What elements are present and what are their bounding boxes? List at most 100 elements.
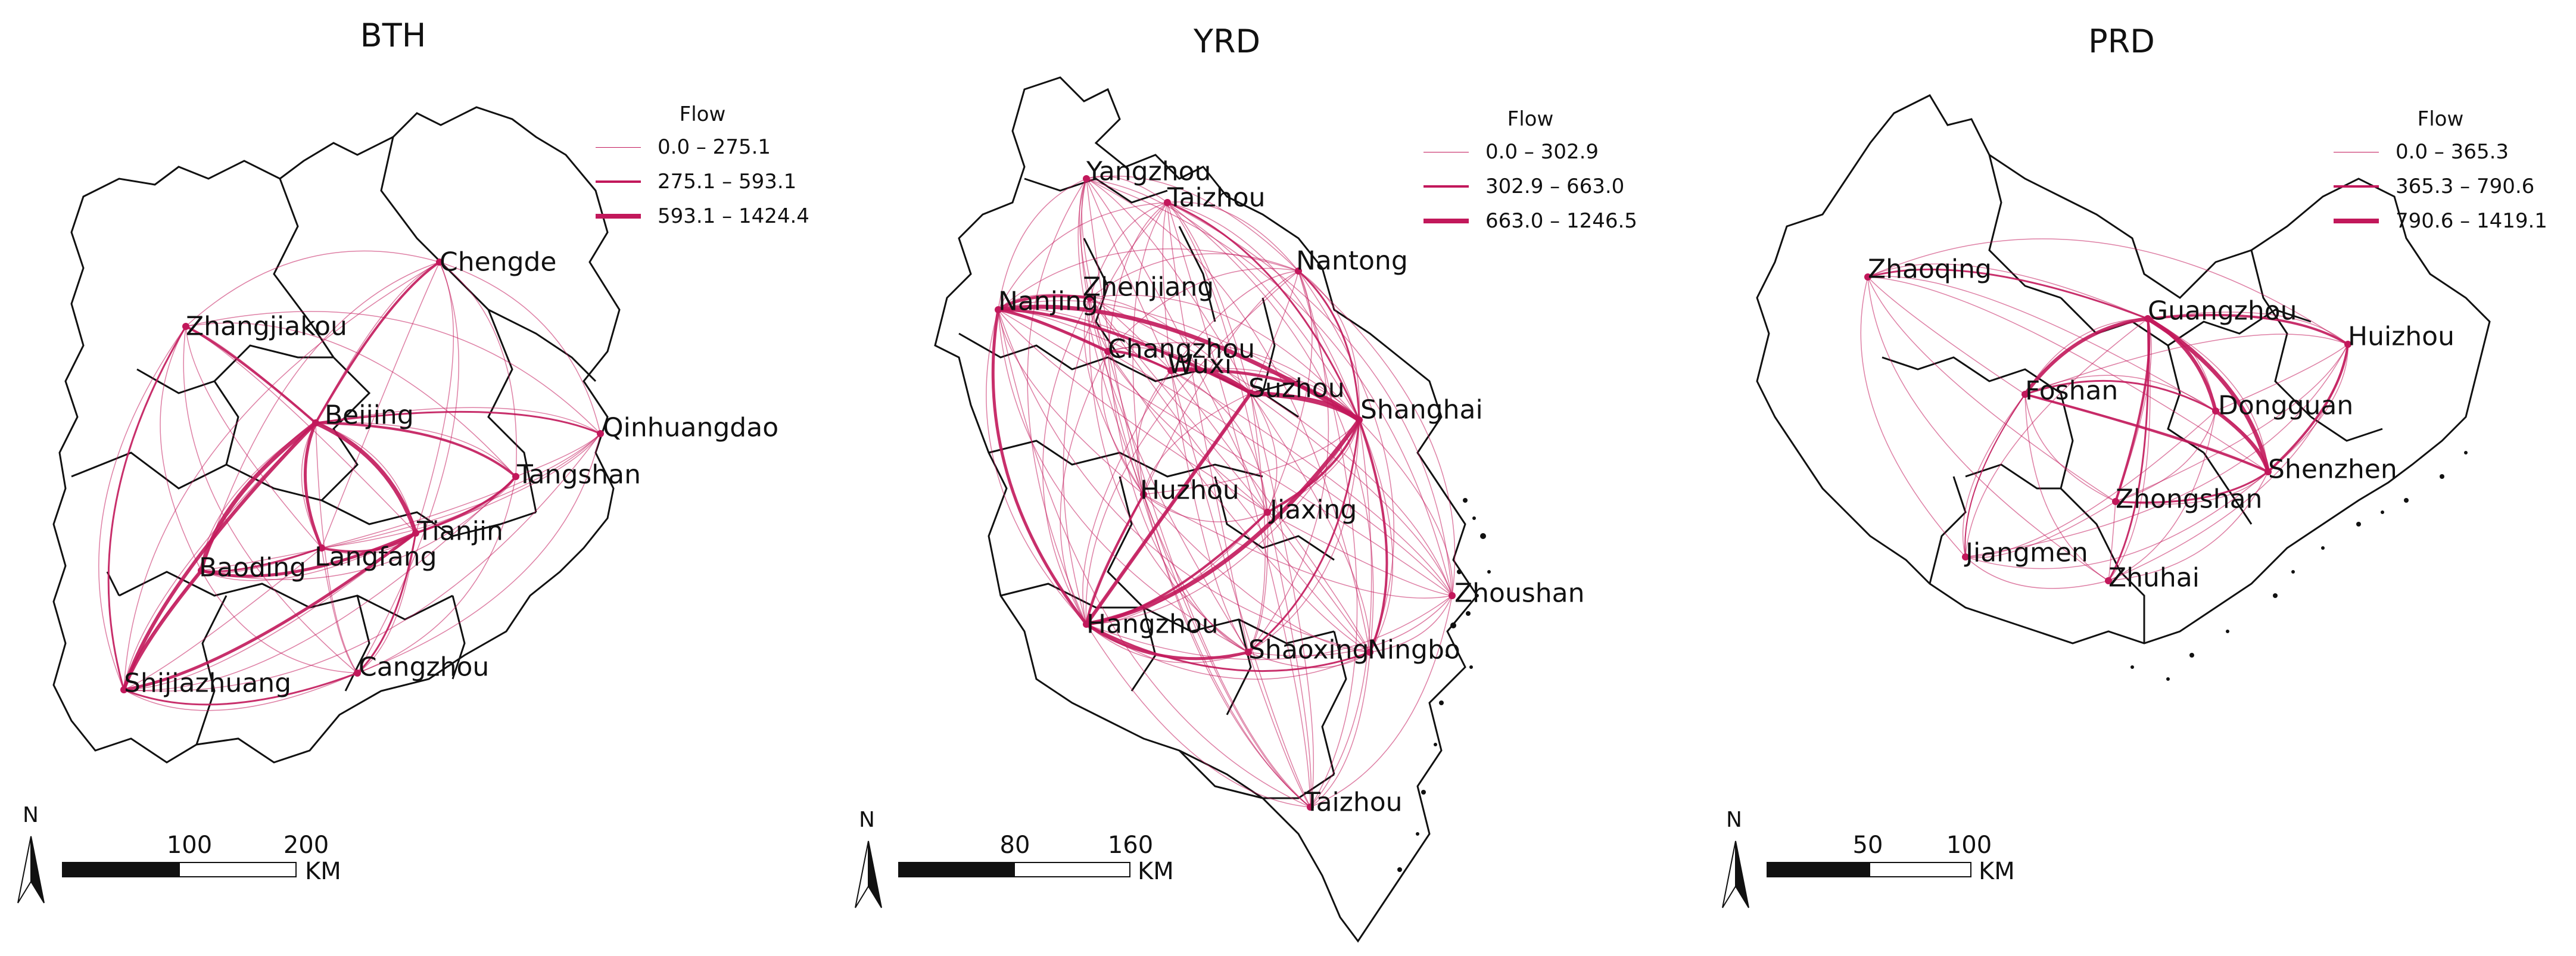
flow-line xyxy=(2115,410,2216,502)
flow-line xyxy=(1867,276,2109,581)
flow-line xyxy=(1167,202,1268,513)
city-node xyxy=(354,669,361,677)
scale-label: 80 xyxy=(999,832,1030,859)
city-node xyxy=(318,544,325,552)
flow-line xyxy=(1267,270,1313,513)
flow-line xyxy=(1080,178,1249,653)
flow-line xyxy=(1310,652,1370,808)
city-node xyxy=(1962,553,1969,560)
flow-line xyxy=(1077,178,1144,495)
flow-lines xyxy=(98,250,601,711)
scale-label: 100 xyxy=(166,832,213,859)
city-label-zhongshan: Zhongshan xyxy=(2116,484,2263,515)
flow-line-major xyxy=(123,672,358,706)
panel-prd: PRD Zhaoqing Guangzhou Huizhou Foshan xyxy=(1692,0,2576,956)
city-label-beijing: Beijing xyxy=(325,400,414,431)
flow-line-major xyxy=(304,422,323,549)
flow-line xyxy=(1086,595,1453,661)
city-node xyxy=(1247,390,1254,397)
city-node xyxy=(1167,367,1175,374)
flow-line xyxy=(185,250,440,327)
legend-label: 275.1 – 593.1 xyxy=(658,170,797,194)
flow-line xyxy=(1107,351,1311,808)
flow-line-major xyxy=(1248,419,1360,653)
scale-label: 200 xyxy=(283,832,329,859)
flow-line-major xyxy=(1085,494,1145,625)
city-node xyxy=(597,430,604,437)
flow-line xyxy=(1860,276,1966,558)
scale-bar-graphic xyxy=(898,862,1130,877)
legend-label: 790.6 – 1419.1 xyxy=(2396,209,2547,233)
flow-line xyxy=(2108,410,2216,581)
flow-line xyxy=(1081,178,1108,352)
city-label-cangzhou: Cangzhou xyxy=(359,652,490,683)
flow-line xyxy=(123,476,516,691)
flow-line xyxy=(1167,202,1311,808)
flow-line xyxy=(1248,512,1269,653)
flow-line xyxy=(1082,370,1172,625)
flow-line xyxy=(1250,393,1278,513)
flow-line-major xyxy=(1085,392,1253,625)
flow-line-major xyxy=(315,410,601,435)
flow-line xyxy=(998,178,1087,310)
flow-line-major xyxy=(1267,419,1360,513)
flow-line-major xyxy=(314,421,418,534)
flow-line xyxy=(1086,178,1172,371)
city-node xyxy=(1083,175,1090,182)
flow-line-major xyxy=(2024,379,2216,412)
city-node xyxy=(995,306,1002,313)
legend-item: 365.3 – 790.6 xyxy=(2334,169,2547,204)
flow-line-major xyxy=(1964,394,2026,558)
flow-line xyxy=(315,422,358,674)
flow-legend: Flow 0.0 – 275.1 275.1 – 593.1 593.1 – 1… xyxy=(596,102,809,233)
city-label-huizhou: Huizhou xyxy=(2348,321,2454,352)
city-nodes xyxy=(995,175,1456,811)
flow-line xyxy=(1965,556,2109,589)
flow-line xyxy=(98,326,186,690)
city-nodes xyxy=(1864,273,2351,584)
flow-line xyxy=(185,311,601,434)
region-boundaries xyxy=(52,106,621,764)
city-node xyxy=(2264,468,2272,475)
flow-line-major xyxy=(122,421,317,690)
flow-line xyxy=(1965,501,2116,559)
flow-line xyxy=(1083,297,1144,495)
city-node xyxy=(120,686,127,693)
city-node xyxy=(1366,649,1373,656)
city-label-qinhuangdao: Qinhuangdao xyxy=(603,412,779,443)
legend-item: 275.1 – 593.1 xyxy=(596,164,809,199)
legend-item: 0.0 – 275.1 xyxy=(596,130,809,164)
city-node xyxy=(1264,509,1271,516)
flow-line xyxy=(1298,270,1395,653)
flow-line xyxy=(998,309,1453,596)
flow-line xyxy=(2115,318,2152,502)
flow-line xyxy=(1248,652,1311,808)
city-node xyxy=(2021,391,2029,398)
city-node xyxy=(2105,577,2112,584)
flow-line xyxy=(315,261,440,423)
north-label: N xyxy=(1726,808,1742,832)
flow-line xyxy=(1089,297,1311,808)
flow-line xyxy=(2024,375,2216,412)
city-node xyxy=(1140,491,1147,498)
scale-unit: KM xyxy=(1979,858,2015,885)
city-label-zhangjiakou: Zhangjiakou xyxy=(186,311,347,342)
flow-line-major xyxy=(2115,471,2269,503)
flow-line xyxy=(1042,297,1091,625)
flow-line xyxy=(1089,202,1168,298)
flow-line-major xyxy=(991,309,1088,625)
flow-line xyxy=(2115,344,2348,502)
flow-line xyxy=(998,248,1299,310)
legend-label: 663.0 – 1246.5 xyxy=(1485,209,1637,233)
flow-line xyxy=(1867,238,2348,345)
flow-line xyxy=(1248,652,1370,668)
flow-line xyxy=(357,476,516,674)
flow-line xyxy=(185,326,322,549)
city-label-taizhou-south: Taizhou xyxy=(1304,787,1403,818)
flow-line xyxy=(357,433,601,674)
legend-label: 593.1 – 1424.4 xyxy=(658,204,809,228)
flow-line xyxy=(998,309,1268,513)
flow-line-major xyxy=(998,308,1109,353)
flow-line xyxy=(185,322,516,477)
legend-line-thick xyxy=(596,214,641,219)
